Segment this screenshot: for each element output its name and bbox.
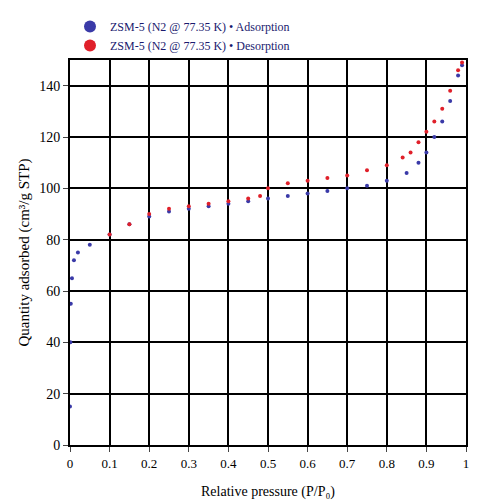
svg-text:120: 120	[39, 130, 60, 145]
svg-text:0.3: 0.3	[181, 456, 197, 471]
svg-text:0.2: 0.2	[141, 456, 157, 471]
svg-text:Quantity adsorbed (cm³/g STP): Quantity adsorbed (cm³/g STP)	[16, 158, 33, 346]
svg-text:Relative pressure (P/P₀): Relative pressure (P/P₀)	[201, 484, 335, 500]
svg-text:0.6: 0.6	[299, 456, 316, 471]
svg-text:0.5: 0.5	[260, 456, 276, 471]
svg-text:0.4: 0.4	[220, 456, 237, 471]
svg-text:0.7: 0.7	[339, 456, 356, 471]
svg-text:0.1: 0.1	[101, 456, 117, 471]
svg-text:60: 60	[46, 284, 60, 299]
svg-text:140: 140	[39, 79, 60, 94]
svg-text:1: 1	[463, 456, 470, 471]
svg-text:80: 80	[46, 233, 60, 248]
svg-text:0.8: 0.8	[379, 456, 395, 471]
svg-text:0.9: 0.9	[418, 456, 434, 471]
svg-text:0: 0	[67, 456, 74, 471]
svg-text:40: 40	[46, 335, 60, 350]
svg-text:ZSM-5 (N2 @ 77.35 K) • Adsorpt: ZSM-5 (N2 @ 77.35 K) • Adsorption	[110, 20, 290, 34]
svg-text:20: 20	[46, 387, 60, 402]
svg-text:0: 0	[53, 438, 60, 453]
svg-text:100: 100	[39, 181, 60, 196]
svg-text:ZSM-5 (N2 @ 77.35 K) • Desorpt: ZSM-5 (N2 @ 77.35 K) • Desorption	[110, 39, 290, 53]
